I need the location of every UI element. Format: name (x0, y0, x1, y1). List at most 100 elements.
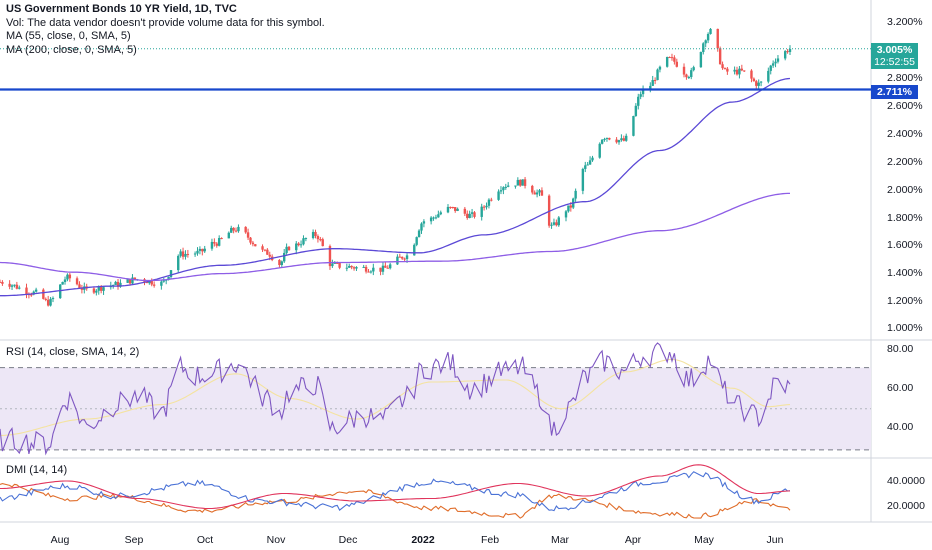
candle-body (531, 185, 534, 193)
candle-body (497, 191, 500, 200)
candle-body (726, 68, 729, 72)
candle-body (131, 277, 134, 284)
candle-body (328, 246, 332, 267)
candle-body (34, 289, 38, 292)
candle-body (177, 255, 180, 271)
candle-body (598, 143, 601, 158)
candle-body (480, 206, 483, 217)
candle-body (564, 211, 568, 218)
hline-price-tag[interactable]: 2.711% (871, 85, 918, 99)
symbol-title[interactable]: US Government Bonds 10 YR Yield, 1D, TVC (6, 3, 237, 15)
candle-body (755, 81, 758, 86)
candle-body (702, 43, 705, 53)
candle-body (280, 261, 283, 265)
candle-body (625, 135, 628, 141)
price-label: 1.000% (887, 322, 923, 334)
candle-body (367, 271, 370, 273)
dmi-adx-line (0, 464, 790, 510)
hline-value: 2.711% (876, 86, 913, 98)
candle-body (591, 157, 594, 161)
candle-body (116, 281, 120, 287)
ma200-line (0, 192, 790, 282)
candle-body (213, 241, 216, 244)
candle-body (167, 276, 170, 280)
candlestick-series (0, 28, 792, 307)
candle-body (637, 96, 640, 106)
candle-body (555, 222, 558, 226)
candle-body (649, 85, 652, 90)
candle-body (439, 212, 442, 215)
candle-body (641, 89, 645, 95)
candle-body (278, 260, 281, 265)
candle-body (25, 287, 28, 295)
candle-body (99, 286, 103, 291)
candle-body (285, 246, 288, 253)
candle-body (668, 57, 671, 59)
candle-body (487, 199, 491, 206)
candle-body (68, 274, 72, 279)
candle-body (150, 280, 153, 285)
ma55-legend[interactable]: MA (55, close, 0, SMA, 5) (6, 30, 131, 42)
candle-body (75, 278, 79, 285)
candle-body (338, 262, 341, 268)
candle-body (653, 80, 657, 82)
ma200-legend[interactable]: MA (200, close, 0, SMA, 5) (6, 43, 137, 56)
candle-body (160, 281, 163, 286)
candle-body (603, 138, 606, 140)
candle-body (656, 69, 659, 81)
candle-body (774, 61, 777, 64)
price-label: 2.800% (887, 72, 923, 84)
candle-body (381, 265, 385, 272)
candle-body (735, 69, 739, 75)
candle-body (92, 288, 96, 293)
time-label: May (694, 534, 714, 546)
time-label: Aug (50, 534, 70, 546)
candle-body (169, 270, 173, 277)
candle-body (102, 287, 105, 291)
candle-body (632, 116, 635, 136)
rsi-axis-label: 40.00 (887, 421, 914, 433)
candle-body (78, 284, 81, 289)
candle-body (181, 251, 185, 257)
candle-body (675, 61, 678, 67)
candle-body (304, 238, 308, 240)
dmi-plus-di-line (0, 471, 791, 512)
candle-body (699, 52, 703, 68)
candle-body (538, 190, 541, 193)
candle-body (757, 82, 760, 86)
candle-body (706, 33, 710, 41)
dmi-title[interactable]: DMI (14, 14) (6, 464, 68, 476)
candle-body (769, 65, 772, 71)
candle-body (203, 248, 206, 252)
candle-body (499, 190, 503, 192)
candle-body (608, 137, 611, 140)
rsi-title[interactable]: RSI (14, close, SMA, 14, 2) (6, 346, 140, 358)
candle-body (44, 298, 47, 300)
candle-body (198, 248, 202, 251)
candle-body (432, 217, 435, 219)
candle-body (415, 237, 418, 245)
price-label: 2.200% (887, 156, 923, 168)
candle-body (738, 68, 741, 75)
candle-body (454, 207, 457, 211)
candle-body (557, 217, 560, 226)
candle-body (0, 281, 2, 283)
candle-body (179, 251, 182, 256)
time-label: Jun (766, 534, 784, 546)
candle-body (690, 70, 693, 78)
candle-body (716, 28, 719, 49)
dmi-axis-label: 20.0000 (887, 500, 925, 512)
candle-body (13, 284, 16, 286)
candle-body (740, 68, 744, 71)
time-label: Nov (266, 534, 286, 546)
candle-body (283, 252, 286, 262)
candle-body (401, 256, 404, 259)
candle-body (482, 206, 486, 208)
last-price-value: 3.005% (876, 44, 913, 56)
candle-body (468, 213, 471, 218)
candle-body (299, 244, 303, 246)
candle-body (586, 164, 589, 166)
candle-body (569, 205, 573, 208)
candle-body (692, 67, 695, 71)
